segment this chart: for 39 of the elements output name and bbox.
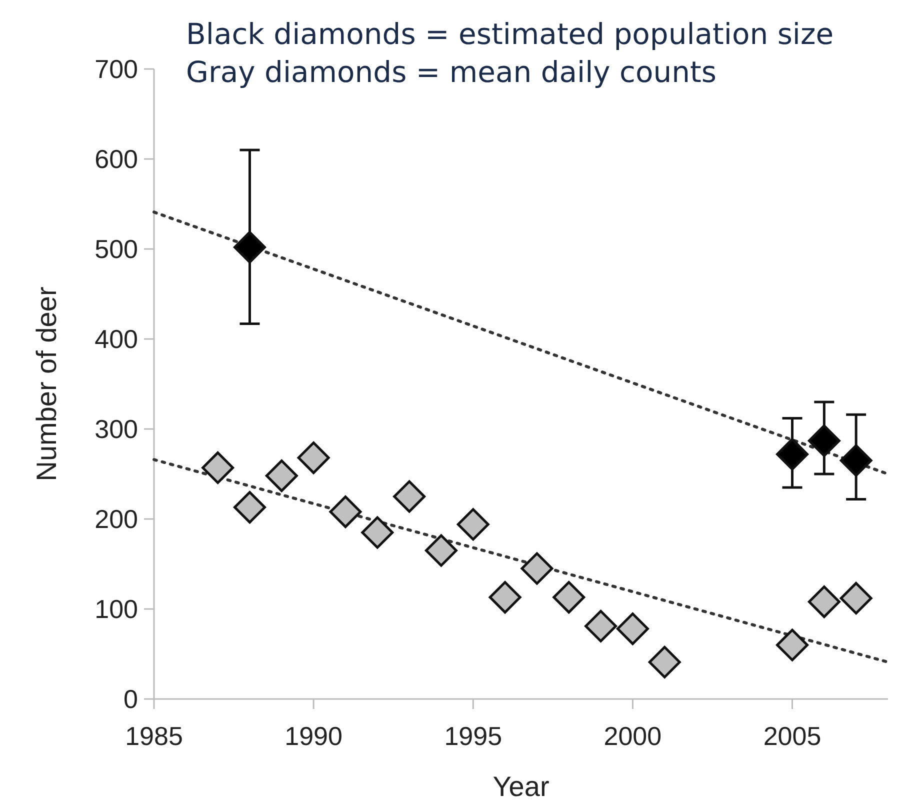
point: [233, 491, 266, 524]
x-tick-label: 2005: [763, 721, 822, 751]
text: Black diamonds = estimated population size: [186, 17, 834, 51]
y-tick-label: 500: [94, 234, 138, 264]
point: [265, 460, 298, 492]
point: [840, 444, 872, 477]
point: [840, 582, 872, 614]
point: [584, 610, 618, 642]
annotation: Gray diamonds = mean daily counts: [186, 55, 716, 89]
point: [616, 612, 649, 646]
point: [393, 480, 426, 513]
point: [361, 516, 394, 549]
point: [648, 646, 681, 678]
point: [808, 586, 840, 618]
point: [488, 581, 522, 614]
x-tick-label: 2000: [604, 721, 662, 751]
point: [552, 581, 586, 614]
x-tick-label: 1995: [444, 721, 502, 751]
point: [776, 628, 809, 662]
point: [808, 424, 840, 457]
x-tick-label: 1990: [284, 721, 342, 751]
y-tick-label: 100: [94, 594, 138, 624]
y-tick-label: 600: [94, 144, 138, 174]
point: [202, 451, 234, 484]
x-axis-title: Year: [492, 771, 550, 802]
point: [456, 508, 490, 541]
x-tick-label: 1985: [125, 721, 183, 751]
point: [424, 534, 458, 567]
y-tick-label: 300: [94, 414, 138, 444]
point: [776, 438, 809, 470]
y-tick-label: 200: [94, 504, 138, 534]
y-tick-label: 700: [94, 54, 138, 84]
y-tick-label: 0: [124, 684, 138, 714]
y-axis-title: Number of deer: [31, 286, 62, 482]
point: [520, 552, 554, 585]
point: [329, 496, 362, 528]
point: [297, 442, 330, 474]
point: [233, 230, 266, 264]
y-tick-label: 400: [94, 324, 138, 354]
